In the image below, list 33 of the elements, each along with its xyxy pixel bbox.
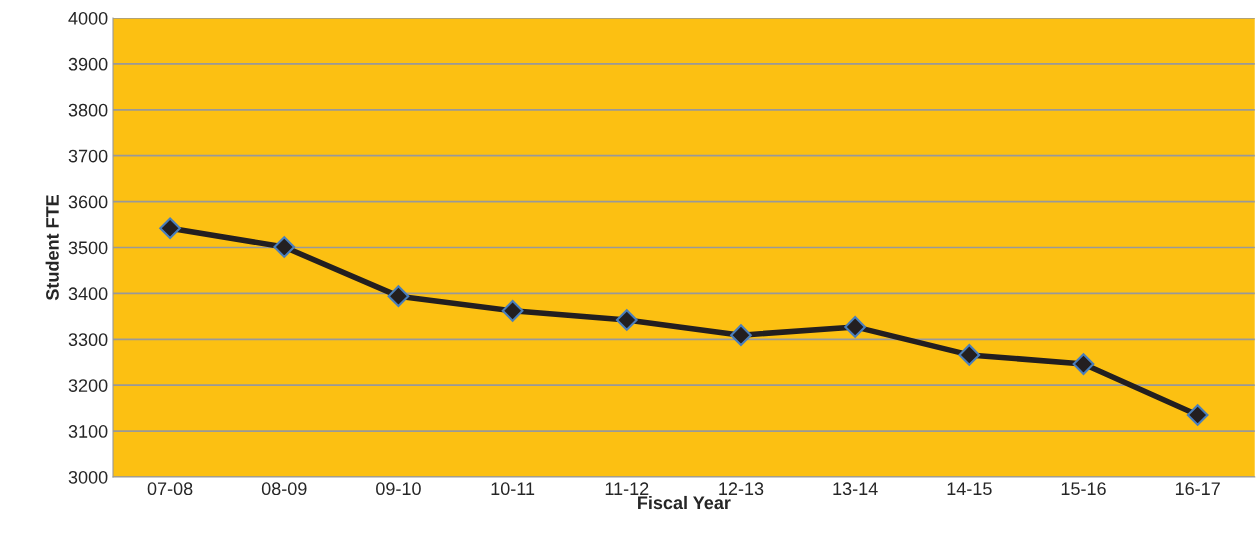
point: [1072, 353, 1095, 375]
y-tick-label: 3300: [68, 333, 108, 347]
y-tick-label: 3100: [68, 425, 108, 438]
point: [273, 236, 296, 258]
y-tick-label: 3800: [68, 103, 108, 117]
x-tick-label: 14-15: [947, 482, 992, 496]
y-tick-label: 3000: [68, 470, 108, 484]
x-axis-title: Fiscal Year: [638, 495, 731, 510]
x-tick-label: 10-11: [491, 482, 535, 496]
x-tick-label: 08-09: [261, 482, 307, 496]
y-tick-label: 4000: [68, 11, 108, 25]
y-tick-label: 3900: [68, 57, 108, 71]
x-tick-label: 11-12: [605, 482, 649, 495]
x-tick-label: 15-16: [1061, 482, 1106, 496]
point: [1186, 404, 1209, 426]
point: [730, 324, 752, 347]
x-tick-label: 12-13: [719, 482, 764, 496]
y-tick-label: 3700: [68, 149, 108, 163]
point: [159, 217, 181, 240]
x-tick-label: 07-08: [147, 482, 193, 496]
y-tick-label: 3400: [68, 287, 108, 301]
x-tick-label: 09-10: [376, 482, 421, 496]
point: [844, 316, 866, 338]
x-tick-label: 13-14: [833, 482, 878, 496]
point: [615, 309, 638, 331]
y-tick-label: 3600: [68, 195, 108, 209]
point: [958, 344, 981, 366]
y-tick-label: 3200: [68, 379, 108, 392]
point: [387, 285, 410, 308]
point: [501, 299, 524, 322]
y-axis-title: Student FTE: [45, 195, 59, 301]
y-tick-label: 3500: [68, 241, 108, 255]
x-tick-label: 16-17: [1175, 482, 1220, 496]
